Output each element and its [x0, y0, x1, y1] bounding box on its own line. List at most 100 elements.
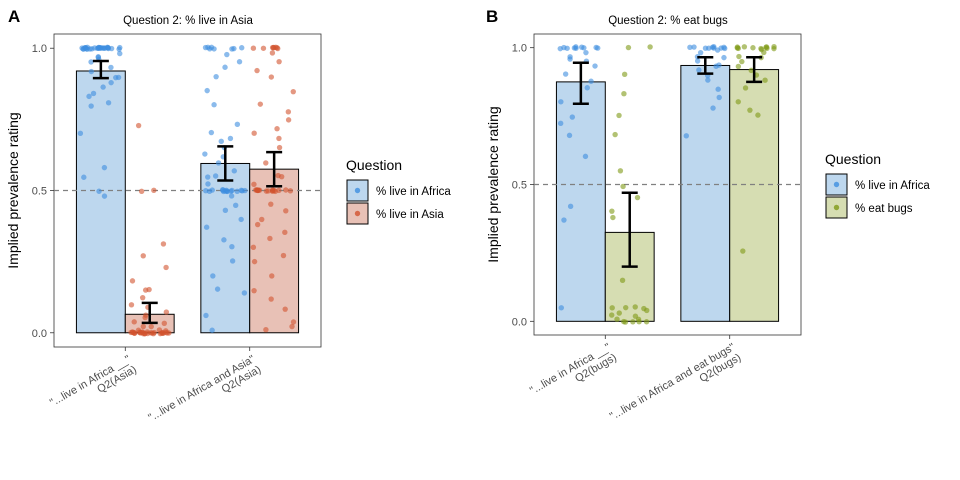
data-point: [276, 58, 282, 65]
data-point: [283, 208, 289, 214]
data-point: [136, 329, 142, 335]
panel-label: B: [486, 7, 498, 26]
data-point: [101, 193, 108, 199]
data-point: [609, 312, 615, 318]
data-point: [762, 77, 768, 83]
data-point: [582, 153, 589, 160]
data-point: [269, 273, 275, 279]
data-point: [88, 59, 94, 65]
data-point: [616, 310, 622, 316]
data-point: [621, 91, 627, 97]
data-point: [761, 49, 767, 56]
data-point: [234, 121, 241, 128]
legend-key-point: [354, 187, 361, 194]
data-point: [687, 44, 693, 51]
data-point: [128, 302, 135, 308]
data-point: [736, 53, 742, 60]
data-point: [713, 63, 719, 69]
data-point: [614, 316, 620, 322]
data-point: [86, 93, 92, 100]
data-point: [90, 90, 97, 97]
data-point: [202, 151, 208, 157]
data-point: [208, 129, 215, 136]
data-point: [128, 329, 134, 336]
data-point: [276, 144, 283, 151]
data-point: [593, 44, 599, 51]
data-point: [557, 45, 563, 52]
data-point: [620, 183, 626, 190]
chart-title: Question 2: % eat bugs: [608, 15, 728, 27]
data-point: [269, 188, 276, 194]
data-point: [251, 181, 257, 187]
data-point: [290, 319, 297, 325]
y-tick-label: 0.0: [512, 316, 527, 328]
data-point: [705, 77, 711, 83]
data-point: [229, 258, 236, 264]
data-point: [740, 248, 746, 254]
data-point: [583, 49, 589, 56]
data-point: [739, 58, 745, 65]
data-point: [231, 168, 237, 174]
data-point: [578, 44, 585, 50]
data-point: [742, 85, 749, 91]
data-point: [140, 323, 146, 330]
data-point: [265, 188, 271, 194]
data-point: [163, 264, 169, 271]
data-point: [105, 45, 112, 52]
data-point: [283, 187, 289, 193]
data-point: [562, 71, 569, 77]
data-point: [210, 273, 216, 279]
data-point: [117, 50, 123, 57]
data-point: [271, 44, 277, 51]
data-point: [161, 320, 168, 326]
data-point: [211, 102, 217, 108]
data-point: [741, 44, 748, 50]
data-point: [622, 319, 629, 325]
data-point: [683, 133, 690, 139]
data-point: [644, 307, 650, 314]
error-bar: [621, 191, 638, 268]
data-point: [251, 258, 258, 265]
data-point: [735, 45, 742, 52]
data-point: [278, 173, 285, 180]
data-point: [280, 252, 287, 259]
data-point: [285, 117, 292, 123]
data-point: [289, 323, 295, 330]
data-point: [227, 135, 234, 142]
legend-label: % eat bugs: [855, 203, 913, 215]
data-point: [238, 216, 244, 223]
data-point: [285, 109, 292, 115]
data-point: [647, 44, 653, 50]
data-point: [260, 45, 267, 51]
data-point: [619, 277, 626, 283]
data-point: [721, 54, 727, 61]
data-point: [203, 224, 210, 230]
legend-title: Question: [825, 151, 881, 167]
data-point: [287, 188, 294, 194]
error-bar: [697, 56, 714, 75]
data-point: [691, 44, 697, 50]
data-point: [617, 168, 624, 174]
data-point: [771, 45, 777, 52]
data-point: [755, 112, 761, 118]
data-point: [735, 63, 742, 70]
error-bar: [141, 301, 158, 325]
data-point: [81, 174, 87, 180]
data-point: [716, 94, 722, 101]
data-point: [558, 305, 565, 311]
data-point: [142, 314, 148, 321]
y-tick-label: 0.5: [32, 186, 47, 198]
error-bar: [572, 61, 589, 106]
data-point: [242, 187, 248, 194]
data-point: [257, 101, 264, 107]
data-point: [251, 130, 257, 136]
data-point: [236, 59, 243, 65]
x-tick-label-line: "...live in Africa and Asia": [146, 353, 257, 424]
data-point: [276, 135, 282, 142]
data-point: [241, 290, 248, 296]
data-point: [625, 44, 632, 51]
data-point: [634, 194, 641, 201]
data-point: [259, 216, 265, 223]
data-point: [108, 64, 114, 71]
data-point: [215, 160, 222, 166]
